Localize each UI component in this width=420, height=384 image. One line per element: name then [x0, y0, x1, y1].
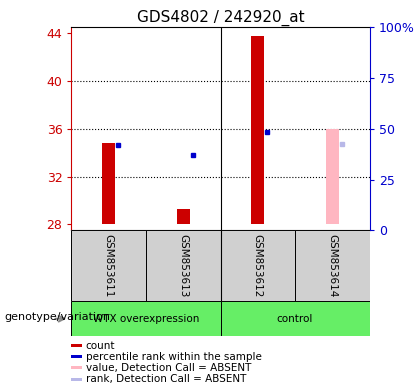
Text: count: count — [86, 341, 115, 351]
Bar — [146, 230, 220, 301]
Text: WTX overexpression: WTX overexpression — [93, 314, 199, 324]
Text: GSM853612: GSM853612 — [253, 234, 263, 297]
Title: GDS4802 / 242920_at: GDS4802 / 242920_at — [136, 9, 304, 25]
Bar — [71, 230, 146, 301]
Bar — [71, 378, 82, 381]
Bar — [295, 230, 370, 301]
Bar — [71, 355, 82, 358]
Text: value, Detection Call = ABSENT: value, Detection Call = ABSENT — [86, 362, 251, 373]
Text: GSM853614: GSM853614 — [327, 234, 337, 297]
Bar — [220, 301, 370, 336]
Text: genotype/variation: genotype/variation — [4, 312, 110, 322]
Bar — [71, 366, 82, 369]
Text: rank, Detection Call = ABSENT: rank, Detection Call = ABSENT — [86, 374, 246, 384]
Bar — [102, 143, 116, 224]
Bar — [176, 209, 190, 224]
Bar — [71, 344, 82, 347]
Text: control: control — [277, 314, 313, 324]
Text: GSM853611: GSM853611 — [104, 234, 114, 297]
Bar — [251, 36, 265, 224]
Text: GSM853613: GSM853613 — [178, 234, 188, 297]
Text: percentile rank within the sample: percentile rank within the sample — [86, 352, 262, 362]
Bar — [326, 129, 339, 224]
Bar — [71, 301, 220, 336]
Bar — [220, 230, 295, 301]
